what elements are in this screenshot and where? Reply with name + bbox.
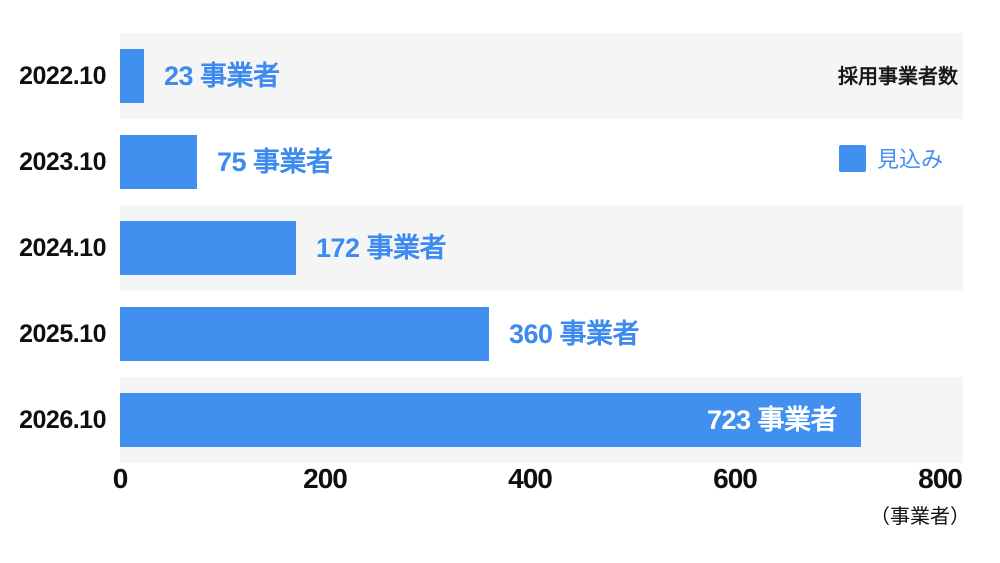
bar — [120, 49, 144, 103]
chart-title: 採用事業者数 — [838, 66, 958, 88]
bar — [120, 307, 489, 361]
category-label: 2024.10 — [19, 234, 106, 262]
bar-value-label: 75 事業者 — [217, 147, 333, 177]
legend-label: 見込み — [877, 147, 944, 172]
x-axis-tick: 400 — [508, 463, 553, 494]
axis-unit-label: （事業者） — [870, 506, 970, 528]
bar-value-label: 23 事業者 — [164, 61, 280, 91]
x-axis-tick: 0 — [112, 463, 129, 494]
x-axis-tick: 800 — [918, 463, 963, 494]
bar-value-label: 723 事業者 — [706, 405, 838, 435]
bar-value-label: 360 事業者 — [509, 319, 640, 349]
bar — [120, 221, 296, 275]
x-axis-tick: 600 — [713, 463, 758, 494]
row-stripe — [120, 33, 963, 119]
legend-swatch-icon — [839, 144, 866, 172]
bar-value-label: 172 事業者 — [316, 233, 447, 263]
legend: 見込み — [839, 142, 943, 174]
x-axis-tick: 200 — [303, 463, 348, 494]
bar: 723 事業者 — [120, 393, 861, 447]
category-label: 2025.10 — [19, 320, 106, 348]
category-label: 2023.10 — [19, 148, 106, 176]
category-label: 2022.10 — [19, 62, 106, 90]
category-label: 2026.10 — [19, 406, 106, 434]
bar — [120, 135, 197, 189]
